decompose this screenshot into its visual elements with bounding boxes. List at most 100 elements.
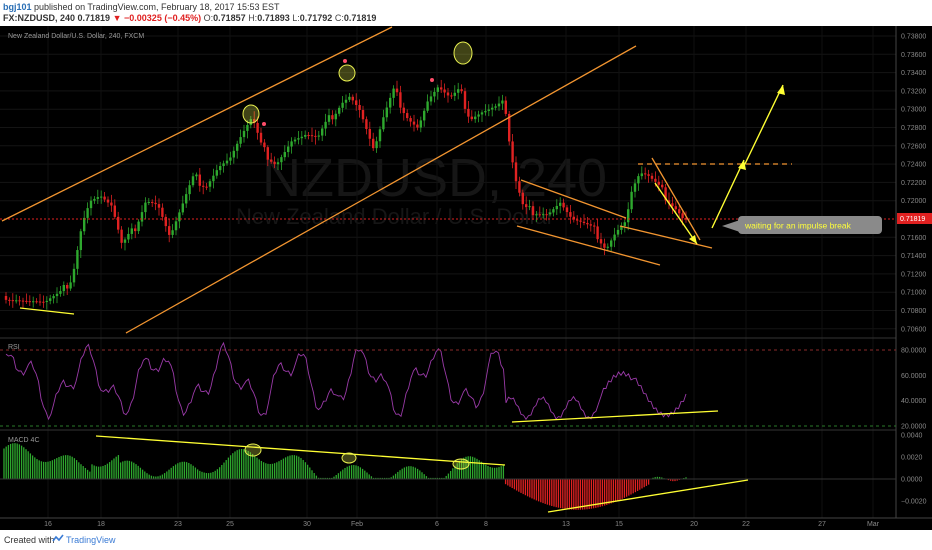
candle-body [671, 203, 674, 207]
macd-divergence-line [95, 435, 506, 466]
candle-body [463, 91, 467, 109]
macd-tick-label: 0.0000 [901, 477, 923, 484]
candle-body [664, 187, 667, 201]
candle-body [552, 209, 555, 213]
candle-body [535, 214, 538, 216]
candle-body [270, 159, 273, 162]
candle-body [528, 206, 531, 208]
candle-body [504, 100, 507, 114]
price-tick-label: 0.73200 [901, 88, 926, 95]
footer-bar: Created with TradingView [0, 530, 932, 550]
callout-box [738, 216, 882, 234]
candle-body [501, 100, 504, 104]
price-axis[interactable]: 0.73800 0.73600 0.73400 0.73200 0.73000 0.728… [901, 34, 926, 334]
projection-arrow-down [654, 182, 698, 245]
symbol-label[interactable]: FX:NZDUSD, 240 [3, 13, 76, 23]
candle-body [562, 202, 565, 208]
candle-body [32, 301, 35, 303]
price-tick-label: 0.70600 [901, 326, 926, 333]
candle-body [576, 219, 579, 221]
down-arrow-icon: ▼ [112, 13, 122, 23]
candle-body [79, 231, 82, 251]
rsi-tick-label: 80.0000 [901, 348, 926, 355]
author-link[interactable]: bgj101 [3, 2, 32, 12]
close-value: 0.71819 [343, 13, 377, 23]
candle-body [18, 300, 21, 302]
time-tick-label: 20 [690, 521, 698, 528]
pivot-marker [343, 59, 347, 63]
candle-body [429, 96, 433, 102]
time-tick-label: 16 [44, 521, 52, 528]
candle-body [603, 243, 606, 248]
candle-body [8, 299, 11, 301]
candle-body [406, 113, 409, 119]
annotation-callout[interactable]: waiting for an impulse break [722, 216, 882, 234]
price-tick-label: 0.73400 [901, 70, 926, 77]
rsi-tick-label: 20.0000 [901, 424, 926, 431]
candle-body [480, 112, 484, 115]
pivot-marker [430, 78, 434, 82]
time-tick-label: 23 [174, 521, 182, 528]
price-tick-label: 0.73800 [901, 34, 926, 41]
candle-body [55, 293, 59, 297]
candle-body [103, 196, 106, 200]
tradingview-logo-icon [52, 534, 64, 546]
candle-body [375, 141, 378, 149]
candle-body [66, 285, 69, 289]
candle-body [174, 221, 178, 231]
time-tick-label: 8 [484, 521, 488, 528]
candle-body [426, 101, 429, 111]
chart-title: New Zealand Dollar/U.S. Dollar, 240, FXC… [8, 33, 144, 40]
candle-body [511, 141, 514, 163]
macd-tick-label: 0.0040 [901, 433, 923, 440]
candle-body [372, 138, 375, 149]
time-tick-label: Feb [351, 521, 363, 528]
rsi-title: RSI [8, 344, 20, 351]
candle-body [15, 300, 18, 302]
macd-title: MACD 4C [8, 437, 40, 444]
tradingview-brand[interactable]: TradingView [66, 535, 116, 545]
candle-body [300, 136, 303, 139]
candle-body [644, 173, 647, 175]
highlight-circle [452, 458, 470, 470]
time-tick-label: 27 [818, 521, 826, 528]
candle-body [83, 217, 86, 232]
chart-canvas[interactable]: NZDUSD, 240 New Zealand Dollar / U.S. Do… [0, 26, 932, 530]
candle-body [368, 128, 371, 139]
candle-body [593, 225, 596, 227]
candle-body [623, 222, 626, 227]
candle-body [69, 282, 72, 289]
flag-upper-line [520, 179, 627, 219]
high-value: 0.71893 [257, 13, 290, 23]
last-price: 0.71819 [77, 13, 111, 23]
pivot-marker [262, 122, 266, 126]
price-tick-label: 0.72000 [901, 198, 926, 205]
rsi-tick-label: 40.0000 [901, 398, 926, 405]
wedge-lower-line [619, 225, 713, 249]
macd-tick-label: 0.0020 [901, 455, 923, 462]
candle-body [110, 202, 113, 206]
macd-tick-label: −0.0020 [901, 499, 927, 506]
candle-body [412, 121, 416, 125]
price-tick-label: 0.72400 [901, 162, 926, 169]
candle-body [443, 89, 446, 93]
candle-body [606, 246, 609, 248]
candle-body [382, 117, 385, 130]
candle-body [59, 291, 62, 294]
candle-body [613, 234, 616, 241]
time-tick-label: Mar [867, 521, 880, 528]
candle-body [225, 160, 229, 164]
candle-body [117, 216, 120, 230]
channel-lower-line [125, 45, 637, 334]
candle-body [181, 203, 184, 213]
candle-body [392, 88, 395, 98]
candle-body [355, 100, 358, 106]
time-tick-label: 22 [742, 521, 750, 528]
arrow-head-icon [689, 235, 697, 244]
projection-arrow-up-2 [743, 84, 784, 167]
candle-body [168, 226, 171, 235]
rsi-series [5, 341, 687, 421]
time-tick-label: 15 [615, 521, 623, 528]
candle-body [542, 214, 545, 216]
time-axis[interactable]: 16 18 23 25 30 Feb 6 8 13 15 20 22 27 Mar [44, 521, 880, 528]
